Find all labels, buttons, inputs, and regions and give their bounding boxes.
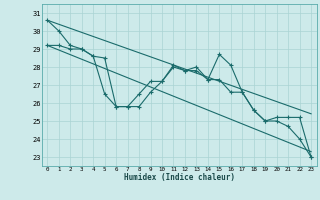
X-axis label: Humidex (Indice chaleur): Humidex (Indice chaleur) — [124, 173, 235, 182]
